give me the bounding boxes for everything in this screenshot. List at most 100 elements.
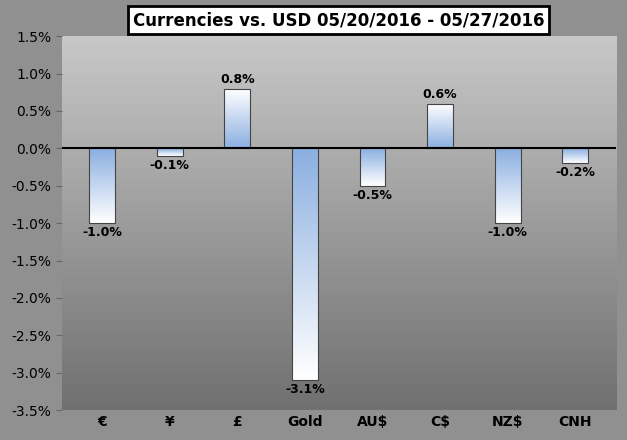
Bar bbox=[292, 262, 318, 263]
Bar bbox=[292, 354, 318, 355]
Bar bbox=[292, 313, 318, 314]
Bar bbox=[292, 234, 318, 235]
Bar bbox=[292, 319, 318, 320]
Bar bbox=[292, 369, 318, 370]
Bar bbox=[292, 353, 318, 354]
Bar bbox=[292, 214, 318, 215]
Bar bbox=[292, 358, 318, 359]
Bar bbox=[292, 367, 318, 368]
Bar bbox=[292, 373, 318, 374]
Bar bbox=[292, 277, 318, 278]
Text: -3.1%: -3.1% bbox=[285, 383, 325, 396]
Bar bbox=[292, 261, 318, 262]
Bar bbox=[292, 170, 318, 171]
Bar bbox=[292, 152, 318, 153]
Bar bbox=[292, 211, 318, 212]
Bar bbox=[292, 269, 318, 270]
Bar bbox=[292, 330, 318, 331]
Bar bbox=[292, 301, 318, 302]
Bar bbox=[292, 299, 318, 300]
Bar bbox=[292, 351, 318, 352]
Bar bbox=[292, 282, 318, 283]
Bar bbox=[292, 288, 318, 289]
Bar bbox=[89, 148, 115, 223]
Bar bbox=[292, 189, 318, 190]
Bar bbox=[292, 258, 318, 259]
Bar bbox=[292, 197, 318, 198]
Bar bbox=[292, 294, 318, 295]
Bar bbox=[292, 228, 318, 229]
Bar bbox=[292, 230, 318, 231]
Bar bbox=[292, 205, 318, 206]
Bar bbox=[292, 182, 318, 183]
Bar bbox=[292, 193, 318, 194]
Bar bbox=[292, 274, 318, 275]
Text: 0.6%: 0.6% bbox=[423, 88, 458, 100]
Bar bbox=[292, 218, 318, 219]
Bar bbox=[292, 325, 318, 326]
Bar bbox=[292, 148, 318, 380]
Bar bbox=[292, 184, 318, 185]
Bar bbox=[292, 220, 318, 221]
Bar bbox=[292, 158, 318, 159]
Bar bbox=[292, 213, 318, 214]
Bar bbox=[292, 250, 318, 251]
Bar bbox=[292, 348, 318, 349]
Bar bbox=[292, 208, 318, 209]
Bar bbox=[292, 265, 318, 266]
Bar bbox=[292, 320, 318, 321]
Bar bbox=[292, 212, 318, 213]
Bar bbox=[292, 252, 318, 253]
Bar bbox=[292, 168, 318, 169]
Bar bbox=[292, 207, 318, 208]
Bar bbox=[292, 259, 318, 260]
Bar bbox=[292, 333, 318, 334]
Bar bbox=[292, 166, 318, 167]
Bar bbox=[562, 148, 588, 163]
Bar bbox=[292, 221, 318, 222]
Text: -1.0%: -1.0% bbox=[82, 226, 122, 239]
Bar bbox=[292, 296, 318, 297]
Bar bbox=[292, 324, 318, 325]
Bar bbox=[292, 242, 318, 243]
Bar bbox=[292, 344, 318, 345]
Bar bbox=[292, 377, 318, 378]
Bar bbox=[292, 203, 318, 204]
Bar bbox=[292, 236, 318, 237]
Bar bbox=[292, 247, 318, 248]
Bar bbox=[292, 285, 318, 286]
Bar bbox=[292, 178, 318, 179]
Bar bbox=[292, 349, 318, 350]
Bar bbox=[292, 260, 318, 261]
Bar bbox=[292, 165, 318, 166]
Bar bbox=[292, 235, 318, 236]
Bar bbox=[292, 204, 318, 205]
Bar bbox=[292, 159, 318, 160]
Bar bbox=[292, 181, 318, 182]
Bar bbox=[292, 246, 318, 247]
Bar bbox=[292, 243, 318, 244]
Bar bbox=[292, 332, 318, 333]
Bar bbox=[292, 271, 318, 272]
Bar bbox=[292, 272, 318, 273]
Bar bbox=[495, 148, 520, 223]
Bar bbox=[292, 273, 318, 274]
Bar bbox=[292, 316, 318, 317]
Bar bbox=[292, 164, 318, 165]
Bar bbox=[292, 167, 318, 168]
Bar bbox=[292, 227, 318, 228]
Bar bbox=[292, 217, 318, 218]
Bar bbox=[292, 327, 318, 328]
Bar bbox=[292, 308, 318, 309]
Bar bbox=[292, 280, 318, 281]
Bar bbox=[427, 103, 453, 148]
Bar bbox=[292, 188, 318, 189]
Bar bbox=[292, 194, 318, 195]
Bar bbox=[292, 179, 318, 180]
Bar bbox=[292, 287, 318, 288]
Bar bbox=[292, 267, 318, 268]
Bar bbox=[292, 291, 318, 292]
Bar bbox=[292, 363, 318, 364]
Bar bbox=[292, 237, 318, 238]
Bar bbox=[292, 346, 318, 347]
